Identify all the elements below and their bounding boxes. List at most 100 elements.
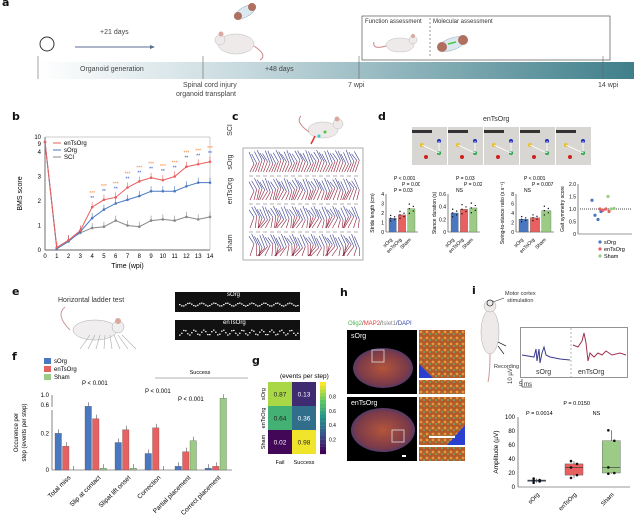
stick-lower xyxy=(249,190,255,201)
stick-lower xyxy=(329,187,336,201)
stick-lower xyxy=(325,163,330,173)
colorbar-tick-label: 0.4 xyxy=(329,423,336,429)
data-dot xyxy=(408,208,411,210)
stick-lower xyxy=(269,190,274,201)
mouse-ladder-icon xyxy=(60,306,137,350)
y-tick-label: 2 xyxy=(381,211,384,217)
point-sOrg xyxy=(596,217,600,222)
footprint-dot xyxy=(233,329,235,332)
significance-mark: *** xyxy=(195,148,201,154)
footprint-dot xyxy=(293,332,295,334)
footprint-dot xyxy=(183,305,185,307)
stick-upper xyxy=(256,237,263,248)
stick-lower xyxy=(306,218,309,229)
footprint-dot xyxy=(227,334,229,336)
data-dot xyxy=(399,210,401,213)
footprint-dot xyxy=(283,332,285,334)
footprint-dot xyxy=(199,303,201,305)
stick-lower xyxy=(260,219,268,229)
colorbar-segment xyxy=(320,428,326,433)
stick-upper xyxy=(308,236,314,245)
footprint-dot xyxy=(297,332,299,334)
significance-mark: *** xyxy=(207,146,213,152)
mouse-stimulation-icon xyxy=(480,297,507,382)
legend-swatch xyxy=(44,374,51,380)
footprint-dot xyxy=(201,302,203,304)
stick-lower xyxy=(249,243,255,257)
footprint-dot xyxy=(235,304,237,306)
stick-upper xyxy=(294,150,301,161)
stick-upper xyxy=(345,208,352,217)
data-point-SCI xyxy=(185,215,188,219)
x-tick-label: 5 xyxy=(102,254,106,260)
bar-sOrg xyxy=(84,406,92,471)
stick-lower xyxy=(349,161,355,173)
stick-lower xyxy=(294,247,303,257)
stick-upper xyxy=(273,234,279,247)
footprint-dot xyxy=(237,334,239,336)
data-dot xyxy=(524,217,527,219)
stick-upper xyxy=(267,209,274,218)
footprint-dot xyxy=(253,303,255,305)
arrow-label: +21 days xyxy=(100,29,129,36)
stick-lower xyxy=(343,215,352,229)
image-label-entsorg: enTsOrg xyxy=(351,400,378,407)
gait-photo-strip xyxy=(412,127,591,165)
stick-lower xyxy=(275,188,282,201)
stick-lower xyxy=(279,246,287,257)
photo-ledge xyxy=(412,130,432,133)
footprint-dot xyxy=(273,331,275,333)
stick-lower xyxy=(274,247,284,257)
data-dot xyxy=(408,203,411,205)
footprint-dot xyxy=(263,302,265,304)
marker-link xyxy=(457,141,476,154)
y-tick-label: 4 xyxy=(511,211,514,217)
bar-Sham xyxy=(407,208,416,233)
legend-label: sOrg xyxy=(54,359,67,365)
stick-upper xyxy=(302,179,309,193)
stick-upper xyxy=(321,233,328,246)
significance-mark: *** xyxy=(172,161,178,167)
marker-link xyxy=(565,141,584,154)
stick-upper xyxy=(281,207,287,221)
footprint-dot xyxy=(197,333,199,335)
x-tick-label: 3 xyxy=(79,254,83,260)
heatmap-value: 0.36 xyxy=(298,416,311,423)
colorbar-segment xyxy=(320,425,326,429)
heatmap-col-label: Success xyxy=(294,460,315,466)
footprint-dot xyxy=(223,303,225,306)
panel-label-e: e xyxy=(12,285,20,298)
significance-mark: ** xyxy=(149,167,153,173)
footprint-dot xyxy=(255,333,257,335)
data-dot xyxy=(613,471,616,475)
y-tick-label: 10 xyxy=(34,135,41,141)
stick-lower xyxy=(310,247,320,257)
heatmap-value: 0.87 xyxy=(274,392,287,399)
footprint-dot xyxy=(209,333,211,336)
footprint-dot xyxy=(209,304,211,307)
footprint-dot xyxy=(225,332,227,334)
stick-lower xyxy=(323,246,325,257)
stick-upper xyxy=(297,209,303,220)
stick-upper xyxy=(316,237,322,249)
heatmap-cell xyxy=(268,430,292,454)
data-point-enTsOrg xyxy=(208,160,212,164)
heatmap-cell xyxy=(292,406,316,430)
footprint-dot xyxy=(287,333,289,335)
footprint-dot xyxy=(229,333,231,335)
stick-upper xyxy=(348,209,355,217)
footprint-dot xyxy=(201,331,203,333)
footprint-dot xyxy=(191,332,193,334)
significance-mark: *** xyxy=(136,165,142,171)
stick-lower xyxy=(275,217,282,229)
data-dot xyxy=(389,214,392,217)
gait-stick-diagram xyxy=(242,115,364,261)
stick-lower xyxy=(288,190,293,201)
colorbar-segment xyxy=(320,421,326,426)
x-tick-label: Sham xyxy=(399,237,412,250)
footprint-dot xyxy=(179,304,181,306)
x-tick-label: 9 xyxy=(149,254,153,260)
y-tick-label: 3 xyxy=(381,202,384,208)
stick-upper xyxy=(256,179,263,189)
timepoint-14wpi: 14 wpi xyxy=(598,82,619,89)
